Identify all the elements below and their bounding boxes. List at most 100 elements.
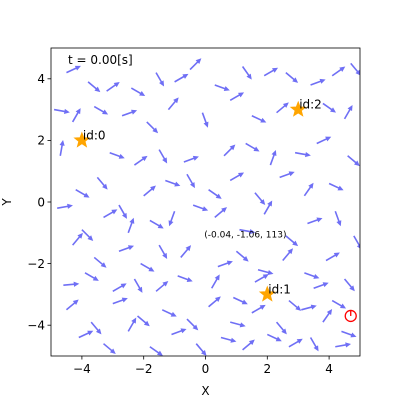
arrow-head xyxy=(87,330,94,336)
x-tick-label: −2 xyxy=(135,362,153,376)
particle-arrow xyxy=(118,204,127,219)
particle-arrow xyxy=(118,245,135,253)
arrow-head xyxy=(215,193,222,199)
particle-arrow xyxy=(195,343,207,356)
arrow-head xyxy=(67,203,73,209)
particle-arrow xyxy=(242,339,255,351)
x-axis-label: X xyxy=(201,384,209,398)
particle-arrow xyxy=(208,296,221,308)
y-tick-label: 4 xyxy=(37,72,45,86)
particle-arrow xyxy=(93,256,107,268)
landmark-star-icon xyxy=(73,131,91,148)
particle-arrow xyxy=(322,102,337,113)
particle-arrow xyxy=(316,136,332,145)
arrow-head xyxy=(350,332,357,338)
arrow-head xyxy=(226,260,233,266)
particle-arrow xyxy=(310,78,326,86)
particle-arrow xyxy=(266,333,282,342)
arrow-head xyxy=(310,304,317,310)
arrow-head xyxy=(249,228,256,235)
landmark-star-icon xyxy=(289,100,307,117)
particle-arrow xyxy=(165,179,181,187)
particle-arrow xyxy=(84,272,99,281)
arrow-head xyxy=(223,86,230,91)
arrow-head xyxy=(59,140,65,146)
arrow-head xyxy=(120,283,127,289)
particle-arrow xyxy=(137,315,150,327)
y-tick-label: 2 xyxy=(37,134,45,148)
arrow-head xyxy=(94,86,101,93)
particle-arrow xyxy=(112,297,128,305)
arrow-head xyxy=(259,199,266,206)
arrow-head xyxy=(129,217,135,224)
arrow-head xyxy=(83,192,90,198)
arrow-head xyxy=(173,97,179,104)
particle-arrow xyxy=(301,304,317,311)
arrow-head xyxy=(92,275,99,281)
landmark-markers: id:0 id:1 id:2 xyxy=(73,98,322,302)
arrow-head xyxy=(313,345,319,352)
particle-arrow xyxy=(149,346,163,356)
arrow-head xyxy=(95,328,102,335)
particle-arrow xyxy=(214,84,230,91)
particle-arrow xyxy=(75,188,90,198)
particle-arrow xyxy=(133,155,148,166)
arrow-head xyxy=(275,336,282,342)
particle-arrow xyxy=(343,104,353,120)
x-tick-label: 2 xyxy=(263,362,271,376)
particle-arrow xyxy=(343,278,355,292)
arrow-head xyxy=(287,248,294,255)
arrow-head xyxy=(150,185,156,192)
arrow-head xyxy=(127,245,135,251)
arrow-head xyxy=(77,232,83,239)
y-axis-label: Y xyxy=(0,198,14,207)
arrow-head xyxy=(152,127,159,134)
arrow-head xyxy=(121,212,127,219)
arrow-head xyxy=(295,305,302,311)
particle-arrow xyxy=(229,92,245,102)
x-tick-label: 0 xyxy=(202,362,210,376)
particle-arrow xyxy=(87,81,101,93)
arrow-head xyxy=(304,151,311,158)
arrow-head xyxy=(267,200,273,207)
arrow-head xyxy=(214,274,220,281)
particle-arrow xyxy=(63,281,80,287)
arrow-head xyxy=(248,339,255,346)
particle-arrow xyxy=(155,72,165,87)
particle-arrow xyxy=(93,105,109,115)
particle-arrow xyxy=(158,244,168,259)
particle-arrow xyxy=(263,67,279,77)
particle-arrow xyxy=(313,282,329,289)
arrow-head xyxy=(221,207,228,213)
arrow-head xyxy=(185,245,192,252)
time-label: t = 0.00[s] xyxy=(68,53,133,67)
arrow-head xyxy=(333,252,340,258)
particle-arrow xyxy=(127,217,135,234)
arrow-head xyxy=(102,109,109,115)
arrow-head xyxy=(195,58,202,64)
particle-arrow xyxy=(275,321,287,335)
arrow-head xyxy=(214,296,221,302)
particle-arrow xyxy=(276,102,289,114)
particle-arrow xyxy=(121,109,138,117)
arrow-head xyxy=(121,297,128,303)
arrow-head xyxy=(326,309,333,316)
arrow-head xyxy=(339,303,347,309)
robot-pose-label: (-0.04, -1.06, 113) xyxy=(204,231,286,241)
particle-arrow xyxy=(158,149,168,164)
particle-arrow xyxy=(161,309,177,317)
particle-arrow xyxy=(282,248,294,262)
particle-arrow xyxy=(328,182,344,191)
x-tick-label: −4 xyxy=(73,362,91,376)
plot-area: id:0 id:1 id:2 −4 −2 0 2 4 −4 −2 0 2 4 xyxy=(27,47,361,376)
particle-arrow xyxy=(146,121,159,134)
particle-arrow xyxy=(239,228,256,235)
arrow-head xyxy=(349,285,355,292)
particle-arrow xyxy=(288,299,302,311)
arrow-head xyxy=(355,69,360,76)
particle-arrow xyxy=(334,210,342,227)
arrow-head xyxy=(242,256,249,262)
arrow-head xyxy=(339,66,346,72)
particle-arrow xyxy=(81,229,94,242)
arrow-head xyxy=(239,322,246,328)
